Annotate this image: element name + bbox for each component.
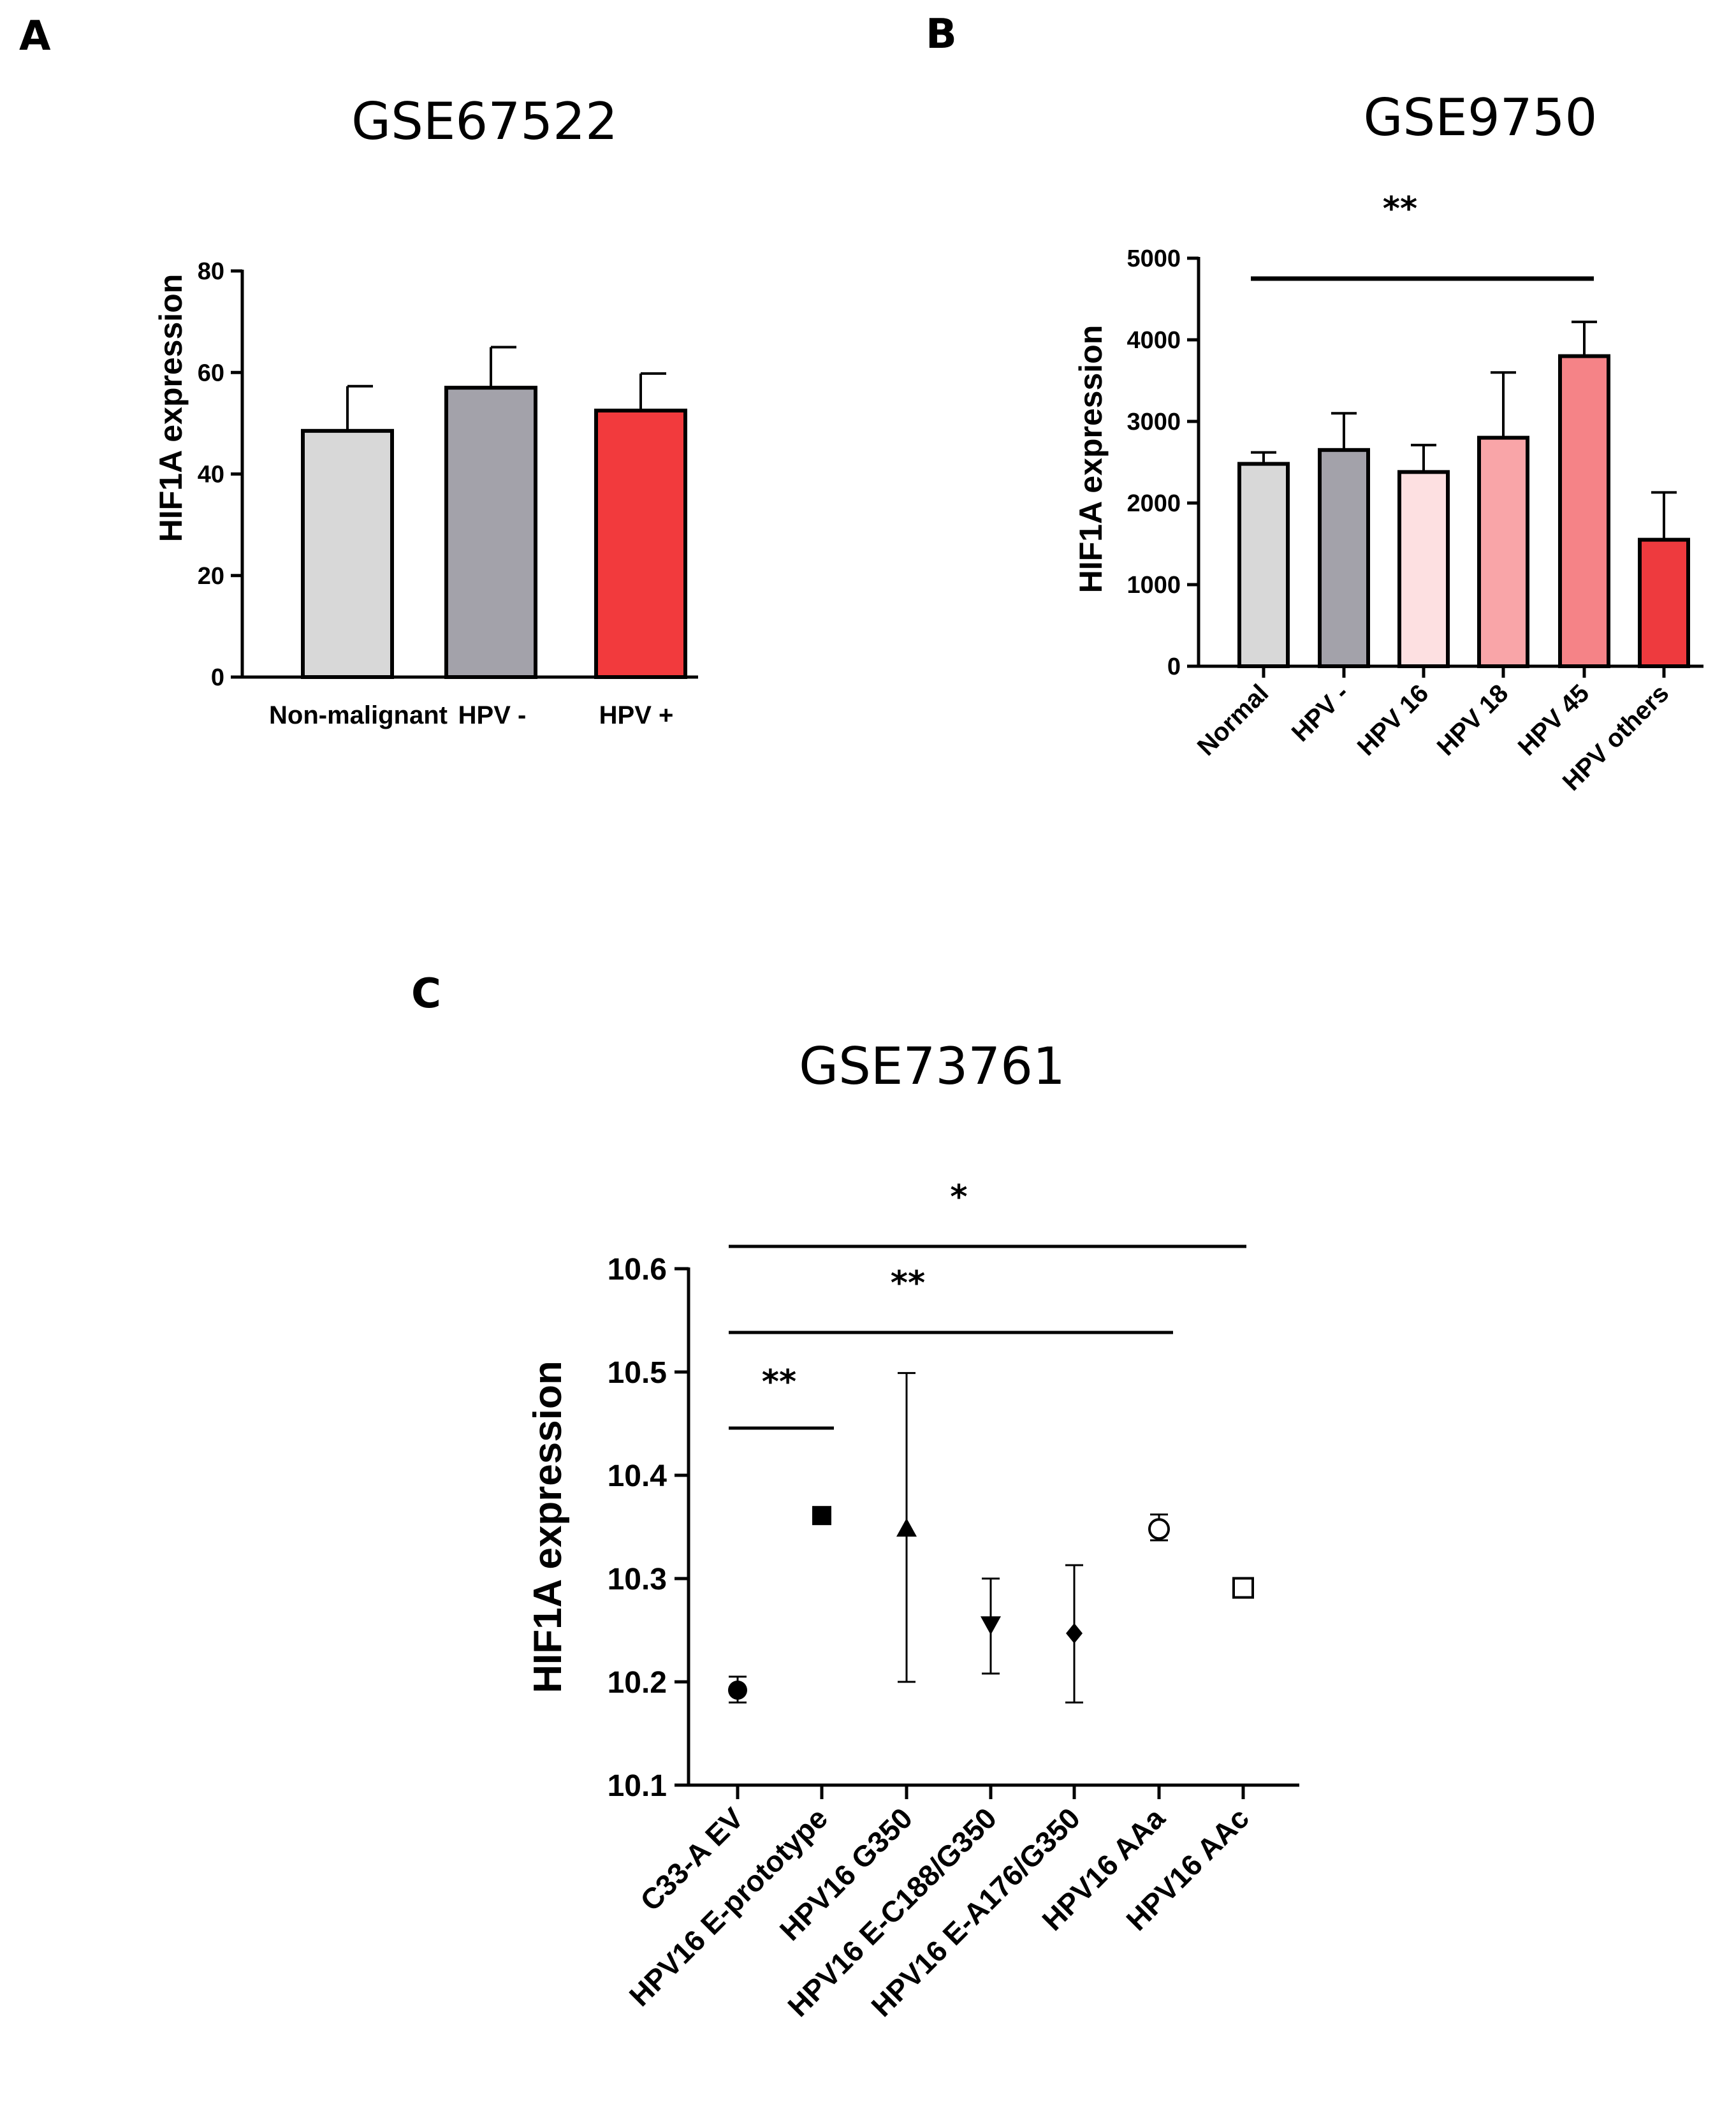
y-tick-label: 10.6 (608, 1253, 667, 1287)
significance-label: ** (762, 1363, 796, 1401)
bar (1558, 354, 1610, 668)
y-tick-label: 1000 (1127, 572, 1181, 599)
data-point (896, 1518, 917, 1537)
bar (1397, 470, 1450, 668)
data-point (1066, 1623, 1083, 1644)
panel-c-title: GSE73761 (799, 1037, 1065, 1096)
panel-a-y-axis-label: HIF1A expression (153, 274, 189, 543)
significance-label: ** (891, 1264, 925, 1303)
panel-c-y-axis-label: HIF1A expression (526, 1361, 570, 1693)
x-tick-label: HPV 45 (1513, 679, 1595, 761)
y-tick-label: 3000 (1127, 409, 1181, 435)
y-tick-label: 0 (211, 664, 224, 691)
panel-a-letter: A (19, 13, 51, 60)
significance-label: * (950, 1178, 967, 1216)
bar (1638, 537, 1690, 668)
y-tick-label: 10.2 (608, 1666, 667, 1700)
data-point (981, 1616, 1001, 1635)
y-tick-label: 10.5 (608, 1356, 667, 1390)
y-tick-label: 5000 (1127, 245, 1181, 272)
bar (444, 386, 537, 679)
x-tick-label: HPV 16 (1352, 679, 1434, 761)
data-point (728, 1680, 747, 1700)
data-point (1232, 1577, 1254, 1599)
significance-label: ** (1383, 190, 1417, 228)
y-tick-label: 0 (1167, 653, 1181, 680)
data-point (812, 1506, 831, 1526)
y-tick-label: 80 (198, 258, 224, 285)
panel-b: B GSE9750 HIF1A expression 0 1000 2000 3000… (926, 11, 1703, 796)
panel-a: A GSE67522 HIF1A expression 0 20 40 60 80 No… (19, 13, 698, 729)
bar (1318, 448, 1370, 668)
panel-c: C GSE73761 HIF1A expression 10.1 10.2 10.3… (411, 970, 1299, 2023)
x-tick-label: Normal (1192, 679, 1274, 761)
panel-a-title: GSE67522 (351, 92, 618, 151)
x-tick-label: Non-malignant (269, 701, 448, 729)
y-tick-label: 20 (198, 563, 224, 590)
panel-b-letter: B (926, 11, 957, 58)
y-tick-label: 10.3 (608, 1563, 667, 1596)
y-tick-label: 40 (198, 462, 224, 488)
bar (1237, 462, 1290, 668)
x-tick-label: HPV - (458, 701, 527, 729)
panel-b-y-axis-label: HIF1A expression (1073, 325, 1109, 594)
y-tick-label: 60 (198, 360, 224, 386)
y-tick-label: 10.4 (608, 1459, 667, 1493)
bar (301, 428, 394, 679)
panel-b-title: GSE9750 (1364, 88, 1598, 147)
x-tick-label: HPV - (1287, 679, 1355, 747)
panel-c-letter: C (411, 970, 441, 1018)
y-tick-label: 4000 (1127, 327, 1181, 354)
y-tick-label: 2000 (1127, 490, 1181, 517)
data-point (1148, 1518, 1170, 1540)
bar (594, 408, 687, 679)
x-tick-label: HPV + (599, 701, 674, 729)
bar (1477, 435, 1529, 668)
y-tick-label: 10.1 (608, 1769, 667, 1803)
x-tick-label: HPV 18 (1432, 679, 1514, 761)
